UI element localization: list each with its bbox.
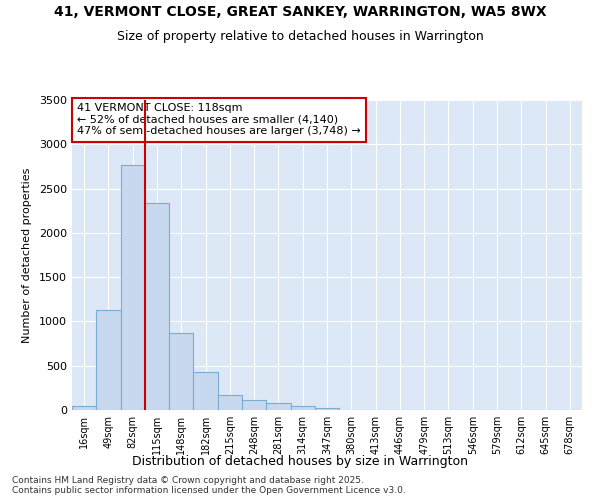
- Text: Distribution of detached houses by size in Warrington: Distribution of detached houses by size …: [132, 455, 468, 468]
- Text: 41, VERMONT CLOSE, GREAT SANKEY, WARRINGTON, WA5 8WX: 41, VERMONT CLOSE, GREAT SANKEY, WARRING…: [53, 5, 547, 19]
- Bar: [315, 408, 339, 410]
- Bar: [290, 406, 315, 410]
- Text: Size of property relative to detached houses in Warrington: Size of property relative to detached ho…: [116, 30, 484, 43]
- Bar: [145, 202, 169, 410]
- Bar: [72, 406, 96, 410]
- Y-axis label: Number of detached properties: Number of detached properties: [22, 168, 32, 342]
- Text: 41 VERMONT CLOSE: 118sqm
← 52% of detached houses are smaller (4,140)
47% of sem: 41 VERMONT CLOSE: 118sqm ← 52% of detach…: [77, 103, 361, 136]
- Bar: [193, 372, 218, 410]
- Bar: [169, 333, 193, 410]
- Bar: [266, 403, 290, 410]
- Bar: [242, 400, 266, 410]
- Text: Contains HM Land Registry data © Crown copyright and database right 2025.
Contai: Contains HM Land Registry data © Crown c…: [12, 476, 406, 495]
- Bar: [121, 164, 145, 410]
- Bar: [96, 310, 121, 410]
- Bar: [218, 395, 242, 410]
